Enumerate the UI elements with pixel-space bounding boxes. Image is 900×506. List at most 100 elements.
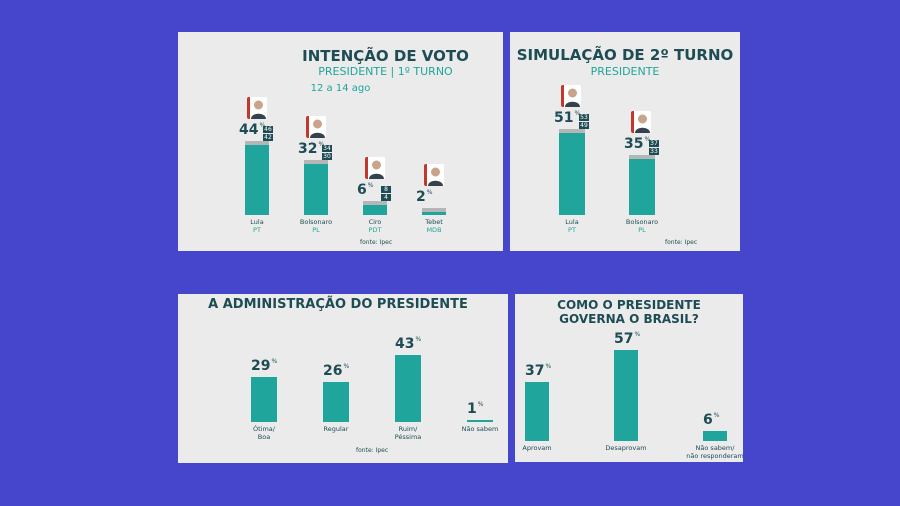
value-number: 57	[614, 330, 634, 347]
candidate-name: Lula	[250, 218, 264, 226]
party-name: PDT	[368, 226, 382, 234]
range-low: 33	[649, 147, 659, 155]
party-name: PL	[638, 226, 646, 234]
percent-sign: %	[713, 412, 720, 420]
bar-cap	[245, 140, 269, 145]
range-low: 49	[579, 121, 589, 130]
category-label-line: Aprovam	[522, 444, 552, 452]
bar	[559, 133, 585, 215]
value-label: 29%	[251, 358, 277, 374]
value-number: 37	[525, 362, 545, 379]
category-label-line: Ruim/	[398, 425, 418, 433]
candidate-photo	[424, 163, 444, 186]
bar	[245, 144, 269, 215]
range-low: 30	[322, 151, 332, 160]
party-name: PL	[312, 226, 320, 234]
value-number: 2	[416, 188, 426, 205]
first-round-source: fonte: Ipec	[360, 239, 393, 246]
category-label-line: não responderam	[686, 452, 744, 460]
governs-title-line-1: COMO O PRESIDENTE	[557, 298, 701, 312]
bar	[323, 381, 349, 422]
candidate-photo	[365, 157, 385, 180]
category-label: Bolsonaro PL	[612, 218, 672, 234]
party-name: PT	[568, 226, 576, 234]
category-label: Não sabem/não responderam	[685, 444, 745, 460]
category-label-line: Regular	[323, 425, 349, 433]
value-label: 2%	[416, 189, 432, 205]
percent-sign: %	[634, 330, 641, 338]
category-label: Desaprovam	[596, 444, 656, 452]
value-number: 1	[467, 401, 477, 418]
category-label: Ruim/Péssima	[378, 425, 438, 441]
value-label: 6%	[357, 182, 373, 198]
bar	[304, 163, 328, 215]
margin-range: 46 42	[263, 125, 273, 141]
bar-cap	[304, 159, 328, 164]
range-high: 37	[650, 140, 658, 147]
category-label-line: Não sabem/	[695, 444, 735, 452]
value-number: 6	[703, 412, 713, 429]
candidate-photo	[247, 96, 267, 119]
administration-source: fonte: Ipec	[356, 447, 389, 454]
second-round-title: SIMULAÇÃO DE 2º TURNO	[516, 46, 734, 64]
percent-sign: %	[415, 336, 422, 344]
value-label: 51%	[554, 110, 580, 126]
percent-sign: %	[574, 110, 581, 118]
bar	[629, 159, 655, 215]
value-label: 35%	[624, 136, 650, 152]
bar-cap	[559, 129, 585, 134]
value-number: 44	[239, 121, 259, 138]
bar	[363, 205, 387, 215]
value-label: 57%	[614, 331, 640, 347]
bar	[395, 355, 421, 422]
value-number: 43	[395, 336, 415, 353]
administration-panel: A ADMINISTRAÇÃO DO PRESIDENTE fonte: Ipe…	[178, 294, 508, 463]
value-number: 29	[251, 358, 271, 375]
category-label-line: Ótima/	[253, 425, 275, 433]
value-label: 26%	[323, 363, 349, 379]
candidate-photo	[306, 115, 326, 138]
percent-sign: %	[644, 136, 651, 143]
value-number: 26	[323, 362, 343, 379]
second-round-source: fonte: Ipec	[665, 239, 698, 246]
candidate-name: Bolsonaro	[299, 218, 333, 226]
value-number: 32	[298, 140, 318, 157]
percent-sign: %	[343, 362, 350, 370]
governs-title-line-2: GOVERNA O BRASIL?	[559, 312, 699, 326]
percent-sign: %	[545, 362, 552, 370]
first-round-title: INTENÇÃO DE VOTO	[302, 47, 469, 65]
percent-sign: %	[259, 122, 265, 129]
value-label: 6%	[703, 412, 719, 428]
category-label-line: Desaprovam	[605, 444, 647, 452]
second-round-panel: SIMULAÇÃO DE 2º TURNO PRESIDENTE fonte: …	[510, 32, 740, 251]
party-name: PT	[253, 226, 261, 234]
value-number: 51	[554, 110, 574, 127]
first-round-subtitle: PRESIDENTE | 1º TURNO	[318, 65, 453, 78]
bar-cap	[629, 155, 655, 159]
category-label: Lula PT	[542, 218, 602, 234]
value-label: 44%	[239, 122, 265, 138]
range-high: 8	[384, 186, 388, 194]
margin-range: 34 30	[322, 144, 332, 160]
candidate-photo	[631, 111, 651, 133]
category-label: Ótima/Boa	[234, 425, 294, 441]
percent-sign: %	[477, 401, 484, 409]
bar	[422, 211, 446, 215]
value-label: 1%	[467, 401, 483, 417]
percent-sign: %	[271, 358, 278, 366]
category-label: Tebet MDB	[404, 218, 464, 234]
bar	[525, 381, 549, 441]
value-number: 6	[357, 182, 367, 199]
category-label: Não sabem	[450, 425, 510, 433]
bar	[251, 377, 277, 422]
value-label: 37%	[525, 363, 551, 379]
bar	[703, 431, 727, 441]
percent-sign: %	[367, 182, 374, 190]
range-low: 4	[381, 193, 391, 201]
value-label: 43%	[395, 336, 421, 352]
bar	[614, 349, 638, 441]
percent-sign: %	[318, 141, 324, 148]
value-number: 35	[624, 136, 644, 152]
margin-range: 53 49	[579, 114, 589, 130]
